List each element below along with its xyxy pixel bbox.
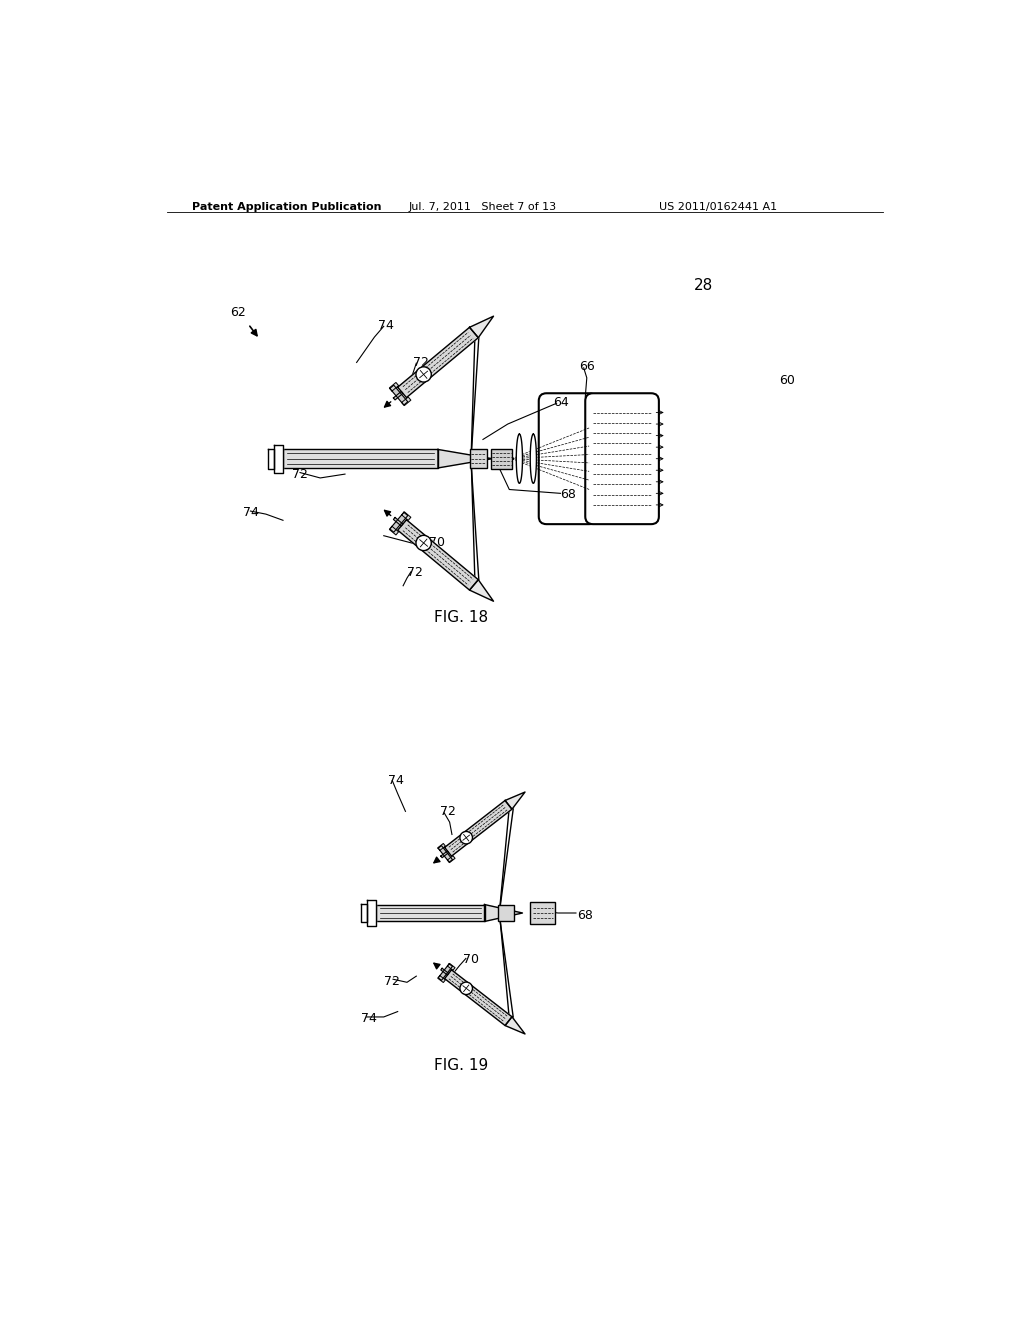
Polygon shape [376, 904, 484, 921]
Polygon shape [393, 517, 402, 525]
Polygon shape [505, 1016, 525, 1034]
Bar [530, 903, 555, 924]
Polygon shape [516, 434, 522, 483]
Circle shape [416, 536, 431, 550]
Text: FIG. 18: FIG. 18 [434, 610, 488, 626]
Polygon shape [267, 449, 273, 469]
Text: 68: 68 [578, 909, 593, 923]
Circle shape [460, 832, 472, 843]
Polygon shape [438, 846, 453, 862]
FancyBboxPatch shape [539, 393, 597, 524]
FancyBboxPatch shape [586, 393, 658, 524]
Circle shape [460, 982, 472, 994]
Polygon shape [530, 434, 537, 483]
Polygon shape [440, 969, 449, 975]
Text: Patent Application Publication: Patent Application Publication [191, 202, 381, 211]
Text: 72: 72 [292, 469, 308, 480]
Polygon shape [401, 397, 411, 405]
Bar [470, 449, 486, 469]
Text: Jul. 7, 2011   Sheet 7 of 13: Jul. 7, 2011 Sheet 7 of 13 [409, 202, 557, 211]
Polygon shape [389, 383, 398, 391]
Polygon shape [470, 579, 494, 601]
Text: 70: 70 [463, 953, 479, 966]
Polygon shape [393, 392, 402, 400]
Polygon shape [447, 855, 455, 862]
Polygon shape [444, 800, 512, 857]
Text: FIG. 19: FIG. 19 [434, 1057, 488, 1073]
Text: 68: 68 [560, 488, 577, 502]
Text: 72: 72 [384, 974, 399, 987]
Polygon shape [447, 964, 455, 970]
Text: 72: 72 [439, 805, 456, 818]
Text: 64: 64 [553, 396, 568, 409]
Text: 74: 74 [360, 1011, 377, 1024]
Polygon shape [438, 975, 445, 982]
Text: 70: 70 [429, 536, 444, 549]
Text: 74: 74 [243, 507, 259, 520]
Polygon shape [438, 843, 445, 850]
Polygon shape [397, 327, 478, 397]
Polygon shape [484, 904, 522, 921]
Polygon shape [389, 527, 398, 535]
Polygon shape [505, 792, 525, 809]
Polygon shape [283, 449, 438, 469]
Polygon shape [444, 970, 512, 1026]
Polygon shape [438, 964, 453, 981]
Text: 62: 62 [230, 306, 246, 319]
Polygon shape [401, 512, 411, 520]
Polygon shape [470, 317, 494, 338]
Text: 72: 72 [414, 355, 429, 368]
Text: 28: 28 [693, 277, 713, 293]
Polygon shape [397, 520, 478, 590]
Polygon shape [438, 449, 493, 469]
Text: US 2011/0162441 A1: US 2011/0162441 A1 [658, 202, 777, 211]
Bar [490, 449, 512, 469]
Polygon shape [390, 385, 408, 405]
Polygon shape [440, 851, 449, 858]
Text: 72: 72 [407, 566, 423, 579]
Polygon shape [367, 900, 376, 925]
Text: 74: 74 [388, 775, 403, 788]
Circle shape [416, 367, 431, 381]
Polygon shape [360, 904, 367, 923]
Text: 74: 74 [378, 318, 394, 331]
Text: 66: 66 [579, 360, 595, 374]
Text: 60: 60 [779, 374, 795, 387]
Bar [499, 904, 514, 921]
Polygon shape [390, 512, 408, 532]
Polygon shape [273, 445, 283, 473]
